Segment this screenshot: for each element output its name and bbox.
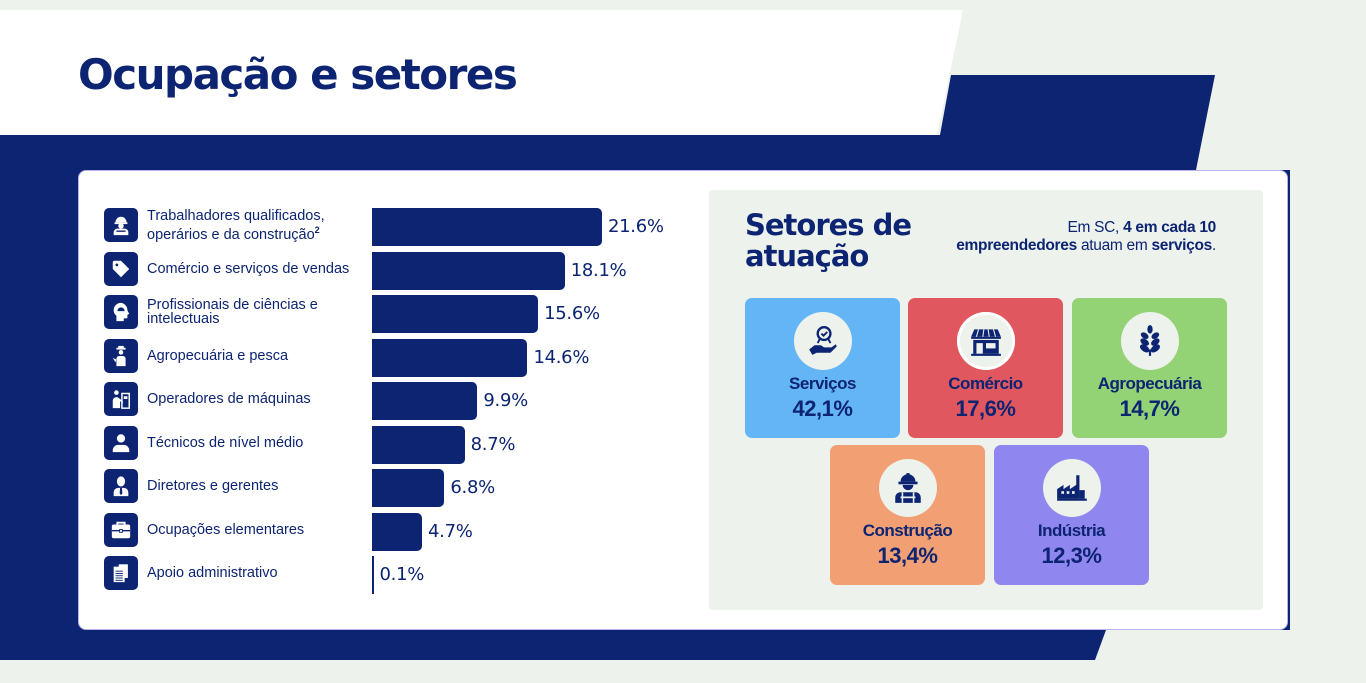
sector-name: Construção xyxy=(862,521,953,540)
occupation-row: Profissionais de ciências e intelectuais xyxy=(104,295,684,333)
bar xyxy=(372,512,423,551)
sector-tile-servicos: Serviços 42,1% xyxy=(745,298,900,438)
sector-name: Agropecuária xyxy=(1097,374,1202,393)
bar-value-label: 21.6% xyxy=(608,216,664,237)
sector-value: 13,4% xyxy=(877,543,938,568)
bar xyxy=(372,469,445,507)
bar-value-label: 6.8% xyxy=(450,477,495,498)
title-banner xyxy=(0,10,963,135)
sectors-note: Em SC, 4 em cada 10 empreendedores atuam… xyxy=(956,219,1216,254)
sector-tile-agropecuaria: Agropecuária 14,7% xyxy=(1072,298,1227,438)
sector-tile-construcao: Construção 13,4% xyxy=(830,445,985,585)
occupation-row: Apoio administrativo xyxy=(104,556,684,594)
sector-value: 42,1% xyxy=(792,396,853,421)
occupation-label: Profissionais de ciências e intelectuais xyxy=(147,297,318,327)
storefront-icon xyxy=(956,312,1015,370)
sector-value: 17,6% xyxy=(955,396,1016,421)
bar xyxy=(372,556,374,594)
bar-value-label: 15.6% xyxy=(544,303,600,324)
documents-icon xyxy=(104,556,138,590)
occupation-label: Trabalhadores qualificados, operários e … xyxy=(147,207,325,243)
toolbox-icon xyxy=(104,512,138,547)
sector-name: Indústria xyxy=(1037,521,1106,540)
person-icon xyxy=(104,425,138,460)
wheat-icon xyxy=(1120,312,1179,370)
occupation-row: Agropecuária e pesca xyxy=(104,338,684,377)
sector-value: 14,7% xyxy=(1119,396,1180,421)
occupation-row: Diretores e gerentes xyxy=(104,469,684,507)
occupation-label: Operadores de máquinas xyxy=(147,391,311,407)
bar-value-label: 14.6% xyxy=(533,346,590,368)
sector-name: Comércio xyxy=(948,374,1023,393)
bar-value-label: 4.7% xyxy=(428,520,473,542)
sector-tile-industria: Indústria 12,3% xyxy=(994,445,1149,585)
occupation-label: Comércio e serviços de vendas xyxy=(147,260,350,277)
page-title: Ocupação e setores xyxy=(78,50,518,99)
price-tag-icon xyxy=(104,251,138,286)
occupation-row: Trabalhadores qualificados, operários e … xyxy=(104,208,684,246)
construction-worker-icon xyxy=(878,459,937,517)
bar-value-label: 8.7% xyxy=(470,433,516,455)
occupation-row: Operadores de máquinas xyxy=(104,382,684,420)
head-mind-icon xyxy=(104,295,138,329)
occupation-label: Agropecuária e pesca xyxy=(147,347,289,364)
footnote-marker: 2 xyxy=(314,224,320,235)
sector-name: Serviços xyxy=(789,374,856,393)
farmer-icon xyxy=(104,338,138,373)
manager-icon xyxy=(104,469,138,503)
occupation-row: Técnicos de nível médio xyxy=(104,425,684,464)
machine-operator-icon xyxy=(104,382,138,416)
bar xyxy=(372,251,565,290)
service-award-hand-icon xyxy=(793,312,852,370)
sector-tile-comercio: Comércio 17,6% xyxy=(908,298,1063,438)
bar xyxy=(372,338,528,377)
occupation-label: Técnicos de nível médio xyxy=(147,434,304,451)
bar-value-label: 0.1% xyxy=(379,564,425,585)
occupation-label: Ocupações elementares xyxy=(147,521,305,538)
bar-value-label: 18.1% xyxy=(570,259,627,281)
sector-value: 12,3% xyxy=(1041,543,1102,568)
bar xyxy=(372,295,539,333)
bar xyxy=(372,382,478,420)
bar xyxy=(372,425,465,464)
bar-value-label: 9.9% xyxy=(483,390,528,411)
occupation-row: Comércio e serviços de vendas xyxy=(104,251,684,290)
occupation-label: Apoio administrativo xyxy=(147,565,278,581)
construction-worker-icon xyxy=(104,208,138,242)
sectors-title: Setores de atuação xyxy=(745,208,912,273)
bar xyxy=(372,208,602,246)
factory-icon xyxy=(1042,459,1101,517)
occupation-label: Diretores e gerentes xyxy=(147,478,279,494)
occupation-row: Ocupações elementares xyxy=(104,512,684,551)
